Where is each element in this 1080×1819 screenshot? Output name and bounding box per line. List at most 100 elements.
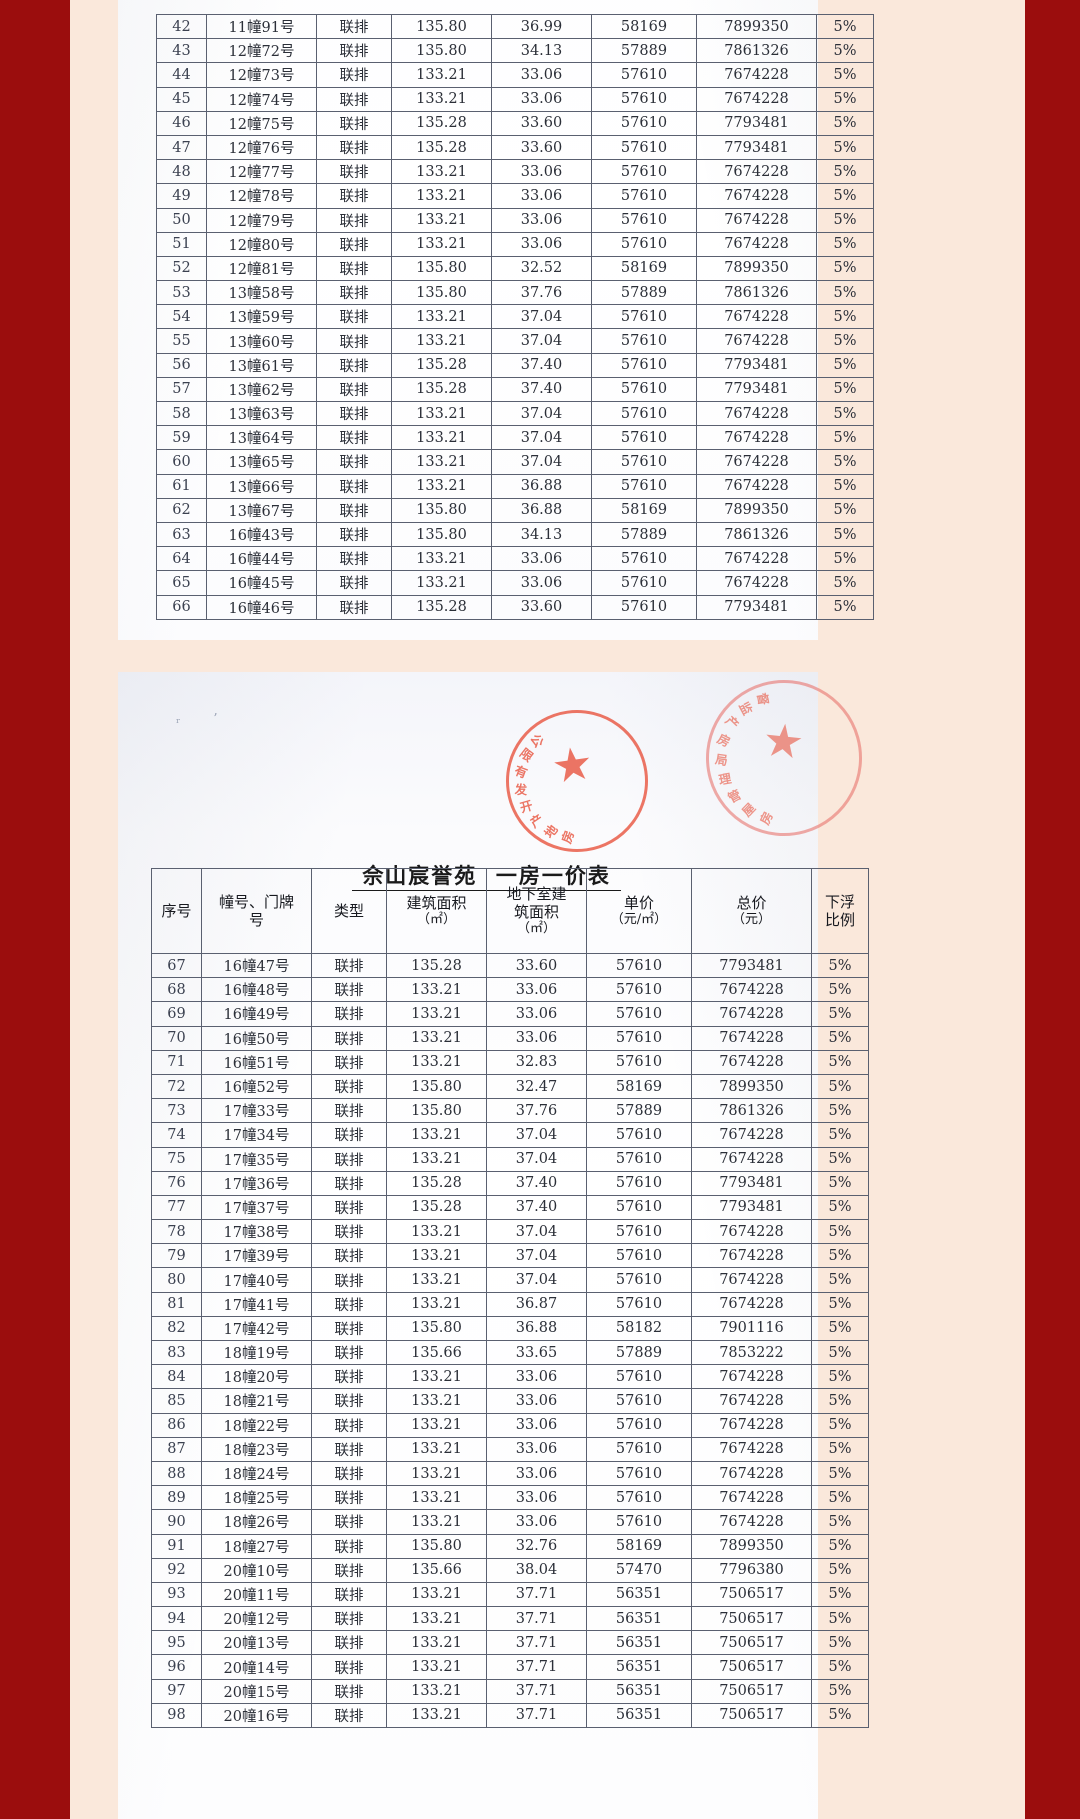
cell-total_price: 7674228 (691, 1485, 812, 1511)
cell-address: 16幢46号 (206, 594, 317, 620)
cell-address: 17幢36号 (201, 1170, 312, 1196)
cell-total_price: 7674228 (696, 86, 817, 112)
cell-basement_area: 36.87 (486, 1291, 587, 1317)
cell-built_area: 135.80 (391, 255, 492, 282)
cell-address: 16幢47号 (201, 952, 312, 979)
cell-address: 17幢38号 (201, 1219, 312, 1245)
cell-unit_price: 57610 (586, 977, 692, 1003)
cell-discount: 5% (811, 1581, 869, 1608)
cell-address: 17幢34号 (201, 1122, 312, 1148)
table-row: 55 13幢60号 联排 133.21 37.04 57610 7674228 5% (156, 328, 874, 354)
cell-total_price: 7861326 (691, 1098, 812, 1124)
cell-type: 联排 (316, 546, 392, 572)
cell-unit_price: 57610 (591, 425, 697, 451)
cell-index: 94 (151, 1606, 202, 1632)
cell-discount: 5% (816, 13, 874, 40)
cell-built_area: 135.66 (386, 1339, 487, 1366)
cell-unit_price: 57610 (591, 304, 697, 330)
table-row: 93 20幢11号 联排 133.21 37.71 56351 7506517 5% (151, 1581, 869, 1608)
cell-discount: 5% (811, 1049, 869, 1075)
table-row: 91 18幢27号 联排 135.80 32.76 58169 7899350 5% (151, 1533, 869, 1559)
cell-index: 68 (151, 977, 202, 1003)
cell-basement_area: 32.83 (486, 1049, 587, 1075)
cell-index: 56 (156, 352, 207, 378)
stray-pen-mark-right: ʼ (213, 712, 218, 727)
cell-total_price: 7674228 (696, 449, 817, 475)
cell-index: 59 (156, 425, 207, 451)
cell-built_area: 133.21 (391, 159, 492, 185)
cell-type: 联排 (311, 1291, 387, 1317)
cell-basement_area: 33.06 (491, 207, 592, 233)
cell-type: 联排 (316, 304, 392, 330)
cell-built_area: 133.21 (391, 304, 492, 330)
cell-total_price: 7674228 (691, 1412, 812, 1438)
cell-basement_area: 37.40 (486, 1170, 587, 1196)
cell-unit_price: 57889 (586, 1098, 692, 1124)
cell-type: 联排 (316, 280, 392, 306)
table-row: 77 17幢37号 联排 135.28 37.40 57610 7793481 5% (151, 1194, 869, 1221)
cell-built_area: 133.21 (391, 570, 492, 596)
cell-unit_price: 57610 (591, 62, 697, 88)
cell-address: 20幢16号 (201, 1702, 312, 1729)
cell-total_price: 7899350 (691, 1073, 812, 1100)
cell-type: 联排 (311, 1364, 387, 1390)
cell-discount: 5% (816, 62, 874, 88)
cell-discount: 5% (811, 1533, 869, 1559)
cell-index: 81 (151, 1291, 202, 1317)
cell-built_area: 133.21 (386, 1291, 487, 1317)
table-row: 46 12幢75号 联排 135.28 33.60 57610 7793481 5% (156, 110, 874, 136)
col-header-basement-area: 地下室建 筑面积 （㎡） (486, 868, 587, 954)
cell-type: 联排 (311, 1606, 387, 1632)
cell-index: 91 (151, 1533, 202, 1559)
cell-address: 12幢78号 (206, 183, 317, 209)
cell-discount: 5% (816, 255, 874, 282)
cell-built_area: 133.21 (386, 1606, 487, 1632)
cell-index: 95 (151, 1630, 202, 1656)
cell-address: 16幢51号 (201, 1049, 312, 1075)
cell-unit_price: 57610 (586, 1001, 692, 1027)
cell-unit_price: 57610 (586, 1485, 692, 1511)
cell-total_price: 7793481 (691, 1194, 812, 1221)
cell-discount: 5% (811, 977, 869, 1003)
cell-built_area: 133.21 (386, 1146, 487, 1172)
cell-built_area: 135.80 (391, 521, 492, 548)
cell-total_price: 7674228 (691, 1388, 812, 1414)
cell-basement_area: 33.06 (486, 1485, 587, 1511)
cell-built_area: 133.21 (386, 1001, 487, 1027)
cell-total_price: 7793481 (691, 1170, 812, 1196)
cell-total_price: 7674228 (691, 1001, 812, 1027)
cell-unit_price: 57610 (586, 1219, 692, 1245)
document-page-2: ʳ ʼ 房 地 产 开 发 有 限 公 房 屋 管 理 局 房 产 监 督 (118, 672, 870, 1819)
table-row: 87 18幢23号 联排 133.21 33.06 57610 7674228 5% (151, 1436, 869, 1462)
cell-discount: 5% (816, 328, 874, 354)
cell-discount: 5% (811, 1122, 869, 1148)
cell-unit_price: 57610 (591, 134, 697, 161)
cell-basement_area: 37.71 (486, 1678, 587, 1704)
cell-total_price: 7899350 (691, 1533, 812, 1559)
cell-discount: 5% (811, 1654, 869, 1680)
document-page-1: 42 11幢91号 联排 135.80 36.99 58169 7899350 5% 43 12幢… (118, 0, 874, 640)
cell-unit_price: 57610 (586, 1146, 692, 1172)
table-row: 73 17幢33号 联排 135.80 37.76 57889 7861326 5% (151, 1098, 869, 1124)
table-row: 52 12幢81号 联排 135.80 32.52 58169 7899350 5% (156, 255, 874, 282)
cell-address: 18幢24号 (201, 1460, 312, 1487)
cell-total_price: 7861326 (696, 280, 817, 306)
cell-type: 联排 (316, 38, 392, 64)
cell-built_area: 133.21 (386, 1122, 487, 1148)
cell-total_price: 7506517 (691, 1654, 812, 1680)
cell-basement_area: 33.60 (491, 594, 592, 620)
cell-built_area: 133.21 (386, 1243, 487, 1269)
cell-total_price: 7899350 (696, 497, 817, 523)
cell-total_price: 7674228 (691, 1025, 812, 1051)
cell-address: 12幢81号 (206, 255, 317, 282)
cell-basement_area: 33.60 (491, 134, 592, 161)
cell-total_price: 7793481 (696, 376, 817, 403)
cell-built_area: 133.21 (391, 62, 492, 88)
cell-type: 联排 (311, 1073, 387, 1100)
cell-total_price: 7506517 (691, 1606, 812, 1632)
cell-index: 80 (151, 1267, 202, 1293)
cell-basement_area: 36.88 (491, 473, 592, 499)
col-header-discount: 下浮 比例 (811, 868, 869, 954)
cell-address: 18幢22号 (201, 1412, 312, 1438)
cell-total_price: 7674228 (691, 977, 812, 1003)
